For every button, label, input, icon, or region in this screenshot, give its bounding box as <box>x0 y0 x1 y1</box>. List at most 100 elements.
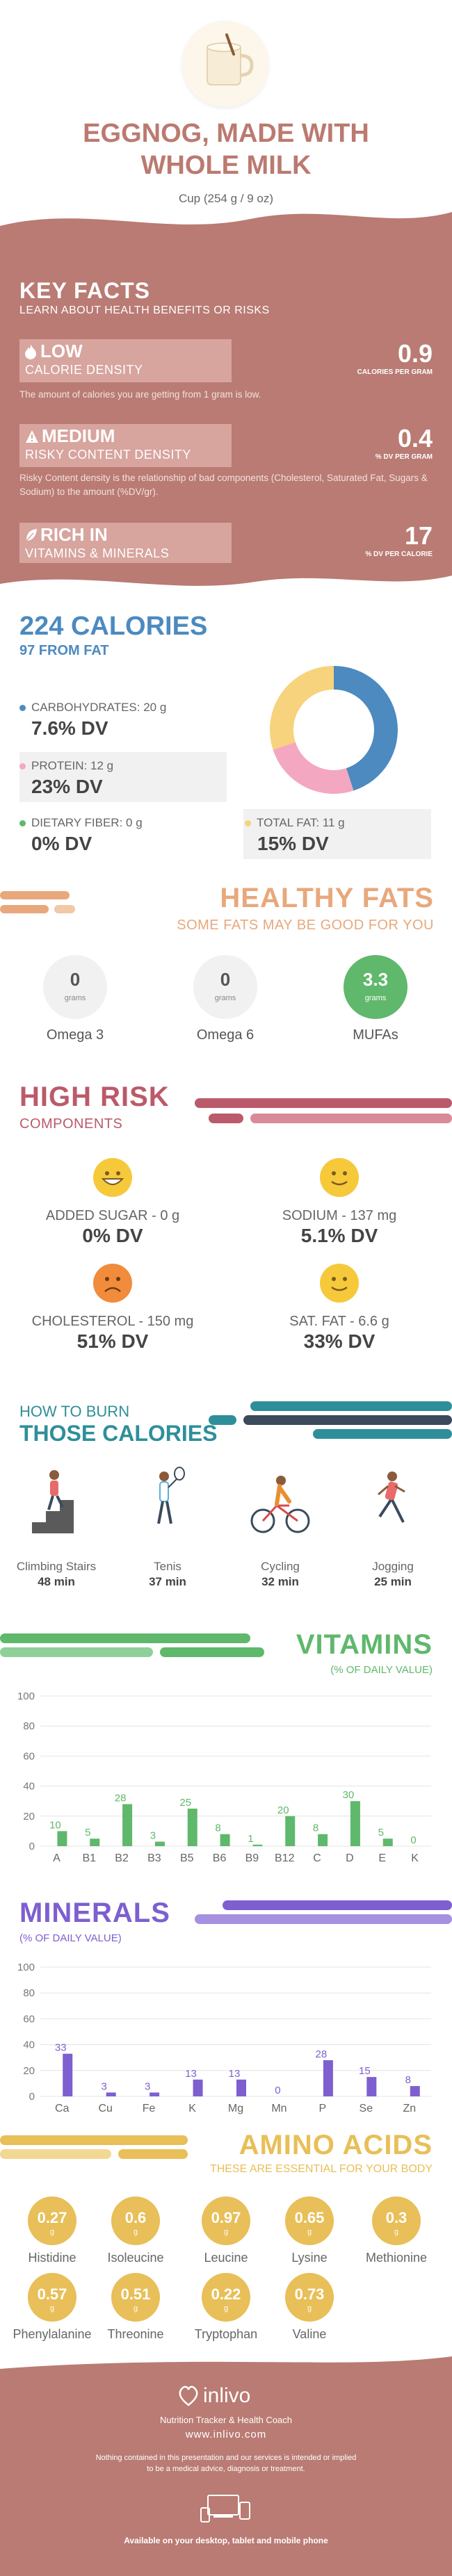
vitamins-rich-unit: % DV PER CALORIE <box>365 551 433 558</box>
bar-value-label: 25 <box>179 1797 191 1809</box>
burn-min-tennis: 37 min <box>149 1575 186 1588</box>
healthy-fats-title: HEALTHY FATS <box>220 883 434 913</box>
amino-circle-threonine: 0.51 g <box>111 2273 160 2322</box>
bar-c <box>318 1834 328 1846</box>
x-tick-label: B1 <box>82 1852 96 1864</box>
x-tick-label: B6 <box>213 1852 227 1864</box>
burn-title-line2: THOSE CALORIES <box>19 1421 218 1446</box>
calorie-density-label: CALORIE DENSITY <box>25 363 143 377</box>
amino-value: 0.65 <box>294 2209 325 2226</box>
calories-from-fat: 97 FROM FAT <box>19 643 109 658</box>
x-tick-label: Fe <box>143 2103 156 2114</box>
bar-fe <box>150 2092 160 2096</box>
y-tick-label: 20 <box>23 1811 35 1823</box>
key-facts-section: KEY FACTS LEARN ABOUT HEALTH BENEFITS OR… <box>0 236 452 566</box>
bar-value-label: 3 <box>101 2080 106 2092</box>
calorie-density-value: 0.9 <box>397 339 433 368</box>
fats-stripes <box>0 891 75 913</box>
amino-name: Methionine <box>365 2251 428 2265</box>
protein-dv: 23% DV <box>31 776 103 797</box>
amino-value: 0.22 <box>211 2285 241 2303</box>
footer-disclaimer-1: Nothing contained in this presentation a… <box>95 2454 357 2462</box>
x-tick-label: C <box>313 1852 321 1864</box>
omega3-name: Omega 3 <box>46 1027 104 1043</box>
donut-slice-carbohydrates <box>334 666 398 791</box>
x-tick-label: K <box>188 2103 196 2114</box>
footer-available: Available on your desktop, tablet and mo… <box>124 2536 328 2545</box>
vitamins-bar-chart: 02040608010010A5B128B23B325B58B61B920B12… <box>17 1690 431 1864</box>
y-tick-label: 100 <box>17 1690 35 1702</box>
amino-acids-section: AMINO ACIDS THESE ARE ESSENTIAL FOR YOUR… <box>0 2120 452 2354</box>
bar-value-label: 3 <box>145 2080 150 2092</box>
mufa-name: MUFAs <box>353 1027 398 1043</box>
footer-url[interactable]: www.inlivo.com <box>185 2429 267 2440</box>
bar-value-label: 15 <box>359 2065 371 2077</box>
vitamins-rich-value: 17 <box>404 521 433 550</box>
x-tick-label: Cu <box>98 2103 112 2114</box>
x-tick-label: A <box>53 1852 60 1864</box>
serving-size: Cup (254 g / 9 oz) <box>178 192 274 205</box>
carbs-label: CARBOHYDRATES: 20 g <box>19 701 166 715</box>
minerals-stripes <box>195 1900 452 1924</box>
omega6-circle: 0 grams <box>193 955 257 1019</box>
mufa-unit: grams <box>364 994 387 1002</box>
donut-slice-total-fat <box>270 666 334 750</box>
burn-name-jogging: Jogging <box>372 1560 414 1573</box>
carbs-dot <box>19 705 26 712</box>
cholesterol-label: CHOLESTEROL - 150 mg <box>31 1314 194 1329</box>
bar-value-label: 1 <box>248 1833 253 1845</box>
amino-unit: g <box>49 2228 55 2236</box>
bar-value-label: 28 <box>316 2048 328 2060</box>
x-tick-label: Zn <box>403 2103 416 2114</box>
minerals-bar-chart: 0 20 40 60 80 100 33 Ca 3 Cu 3 Fe 13 K 13 Mg 0 Mn 28 P 15 Se 8… <box>17 1962 431 2114</box>
footer-wave <box>0 2354 452 2369</box>
amino-circle-tryptophan: 0.22 g <box>202 2273 250 2322</box>
amino-circle-phenylalanine: 0.57 g <box>28 2273 76 2322</box>
bar-value-label: 13 <box>185 2068 197 2080</box>
flame-icon <box>25 344 36 363</box>
bar-value-label: 5 <box>378 1827 384 1839</box>
omega3-unit: grams <box>64 994 86 1002</box>
bar-a <box>57 1831 67 1846</box>
amino-circle-methionine: 0.3 g <box>372 2196 421 2245</box>
bar-mg <box>236 2079 246 2096</box>
fat-label: TOTAL FAT: 11 g <box>245 816 345 830</box>
amino-title: AMINO ACIDS <box>239 2130 433 2160</box>
x-tick-label: Mg <box>228 2103 243 2114</box>
bar-b3 <box>154 1841 165 1846</box>
calorie-density-box <box>19 339 232 382</box>
x-tick-label: K <box>411 1852 419 1864</box>
key-facts-title: KEY FACTS <box>19 278 150 303</box>
protein-box <box>19 752 227 802</box>
healthy-fats-subtitle: SOME FATS MAY BE GOOD FOR YOU <box>177 918 434 933</box>
bar-value-label: 10 <box>49 1819 61 1831</box>
smiling-face-icon <box>320 1158 359 1197</box>
smiling-face-icon <box>320 1264 359 1303</box>
y-tick-label: 0 <box>29 1841 35 1852</box>
bar-k <box>193 2079 203 2096</box>
bar-b12 <box>285 1816 296 1846</box>
cholesterol-dv: 51% DV <box>76 1330 149 1352</box>
bar-value-label: 8 <box>405 2074 411 2086</box>
amino-name: Histidine <box>28 2251 76 2265</box>
fiber-dot <box>19 820 26 827</box>
y-tick-label: 60 <box>23 2013 35 2025</box>
risky-content-label: RISKY CONTENT DENSITY <box>25 448 191 462</box>
bar-cu <box>106 2092 116 2096</box>
devices-icon <box>198 2493 254 2531</box>
sad-face-icon <box>93 1264 132 1303</box>
amino-unit: g <box>133 2304 138 2313</box>
bar-value-label: 8 <box>215 1823 220 1834</box>
bar-b9 <box>252 1844 263 1846</box>
bar-b5 <box>187 1809 197 1846</box>
bar-ca <box>63 2053 73 2096</box>
amino-circle-histidine: 0.27 g <box>28 2196 76 2245</box>
omega3-circle: 0 grams <box>43 955 107 1019</box>
sodium-dv: 5.1% DV <box>300 1225 378 1246</box>
x-tick-label: B2 <box>115 1852 129 1864</box>
bar-p <box>323 2060 333 2096</box>
burn-calories-section: HOW TO BURN THOSE CALORIES <box>0 1362 452 1613</box>
calories-section: 224 CALORIES 97 FROM FAT CARBOHYDRATES: … <box>0 563 452 876</box>
burn-stripes <box>209 1401 452 1439</box>
donut-slice-protein <box>273 742 354 794</box>
